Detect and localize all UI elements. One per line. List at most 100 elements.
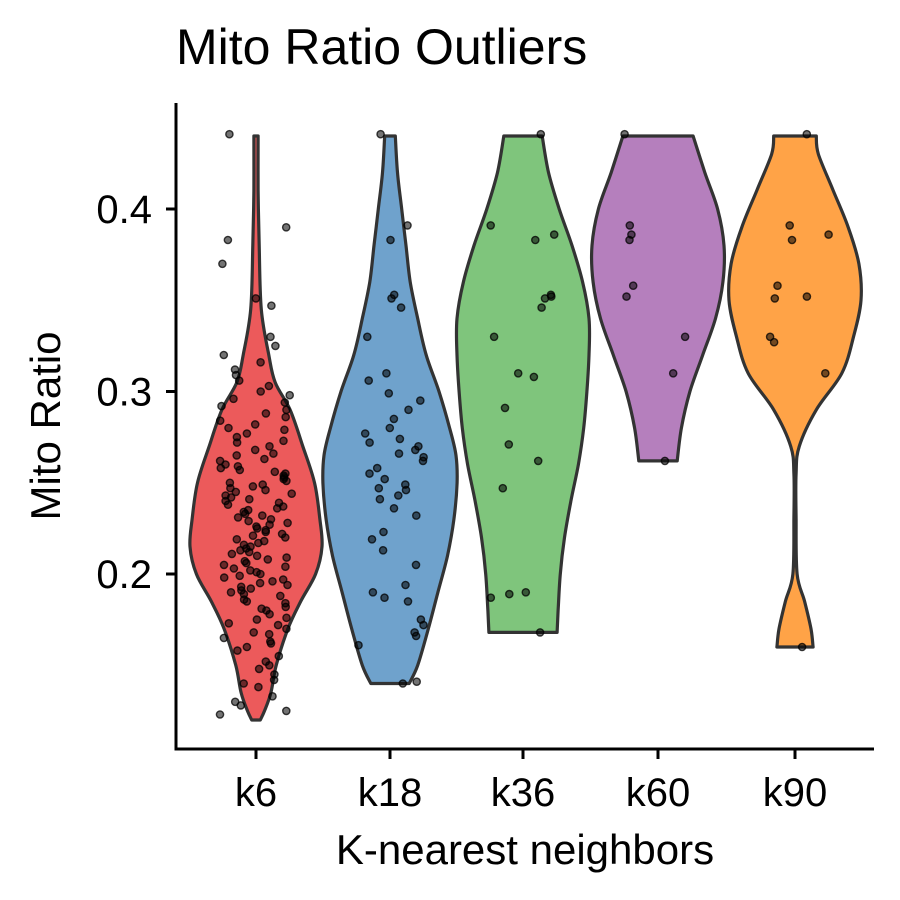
data-point-k6-63 [232,535,242,544]
data-point-k18-29 [414,441,423,451]
data-point-k6-0 [215,710,225,719]
data-point-k6-19 [249,628,258,637]
data-point-k6-34 [226,588,236,597]
data-point-k6-22 [224,619,234,628]
data-point-k6-87 [221,491,230,500]
data-point-k18-34 [389,414,399,424]
data-point-k6-83 [274,498,284,508]
data-point-k36-17 [486,221,496,230]
data-point-k6-21 [273,620,283,630]
violin-k90 [727,134,863,649]
data-point-k18-30 [365,438,374,447]
data-point-k18-11 [411,560,421,570]
chart-title: Mito Ratio Outliers [176,19,587,75]
data-point-k18-44 [386,235,395,245]
data-point-k18-24 [372,463,382,473]
x-tick-label-k18: k18 [358,771,423,815]
data-point-k6-60 [239,540,249,550]
x-ticks-layer: k6 k18 k36 k60 k90 [235,749,827,815]
data-point-k18-18 [393,491,403,500]
data-point-k36-6 [504,440,514,449]
data-point-k36-14 [546,290,556,300]
data-point-k18-46 [376,129,385,139]
data-point-k18-9 [368,588,378,597]
data-point-k60-0 [660,456,670,466]
data-point-k6-133 [271,341,280,351]
data-point-k18-22 [380,474,390,484]
data-point-k60-3 [622,292,631,301]
data-point-k36-18 [536,129,546,139]
data-point-k18-33 [385,423,395,433]
data-point-k6-120 [261,409,271,418]
data-point-k18-15 [411,511,421,520]
data-point-k36-15 [531,235,540,245]
x-tick-label-k6: k6 [235,771,277,815]
data-point-k6-75 [233,513,243,522]
data-point-k18-16 [389,503,399,513]
data-point-k6-48 [281,562,290,572]
data-point-k36-2 [504,589,514,599]
data-point-k18-36 [415,396,425,405]
data-point-k6-127 [264,381,274,391]
data-point-k36-4 [498,483,508,493]
data-point-k6-3 [230,697,240,707]
data-point-k6-43 [235,571,244,581]
data-point-k18-38 [364,376,374,385]
x-tick-label-k90: k90 [763,771,828,815]
data-point-k90-5 [802,292,812,301]
data-point-k18-1 [412,677,422,687]
data-point-k36-5 [533,456,543,466]
data-point-k6-107 [232,451,241,460]
data-point-k18-32 [360,429,370,438]
data-point-k6-54 [252,551,262,561]
data-point-k90-3 [765,332,775,342]
data-point-k6-55 [227,549,237,559]
data-point-k18-26 [419,452,428,462]
data-point-k6-121 [282,405,291,415]
data-point-k6-131 [256,357,265,367]
data-point-k36-7 [500,403,510,413]
data-point-k6-110 [265,441,274,451]
data-point-k6-12 [274,651,284,661]
data-point-k18-45 [403,221,412,230]
data-point-k6-115 [280,425,289,435]
data-point-k18-21 [400,480,410,489]
data-point-k6-42 [219,573,229,582]
data-point-k6-46 [245,566,255,575]
data-point-k90-4 [770,294,780,303]
data-point-k60-2 [680,332,690,342]
data-point-k6-13 [233,646,242,655]
data-point-k6-32 [275,591,285,601]
data-point-k36-10 [489,332,499,342]
data-point-k6-72 [283,518,292,528]
data-point-k6-140 [225,129,234,139]
y-tick-label-0-4: 0.4 [96,188,152,232]
data-point-k6-112 [279,436,288,446]
data-point-k6-109 [250,445,260,455]
x-tick-label-k36: k36 [491,771,556,815]
data-point-k6-116 [224,423,233,433]
data-point-k6-136 [251,294,261,303]
data-point-k90-0 [797,642,807,652]
x-axis-label: K-nearest neighbors [336,826,714,873]
data-point-k90-9 [785,221,795,230]
violin-k36 [454,134,592,634]
data-point-k36-3 [521,588,531,597]
data-point-k6-108 [269,449,278,458]
data-point-k6-5 [254,682,263,692]
data-point-k6-20 [282,624,291,634]
data-point-k18-20 [374,483,384,493]
data-point-k6-138 [223,235,233,245]
data-point-k36-16 [549,230,559,239]
data-point-k18-8 [380,593,389,603]
data-point-k6-9 [254,664,264,674]
data-point-k18-35 [404,405,413,415]
data-point-k18-6 [416,615,426,624]
data-point-k6-49 [219,560,229,570]
data-point-k18-39 [382,368,391,378]
data-point-k6-29 [281,598,290,608]
data-point-k90-10 [802,129,812,139]
data-point-k90-6 [773,281,782,291]
